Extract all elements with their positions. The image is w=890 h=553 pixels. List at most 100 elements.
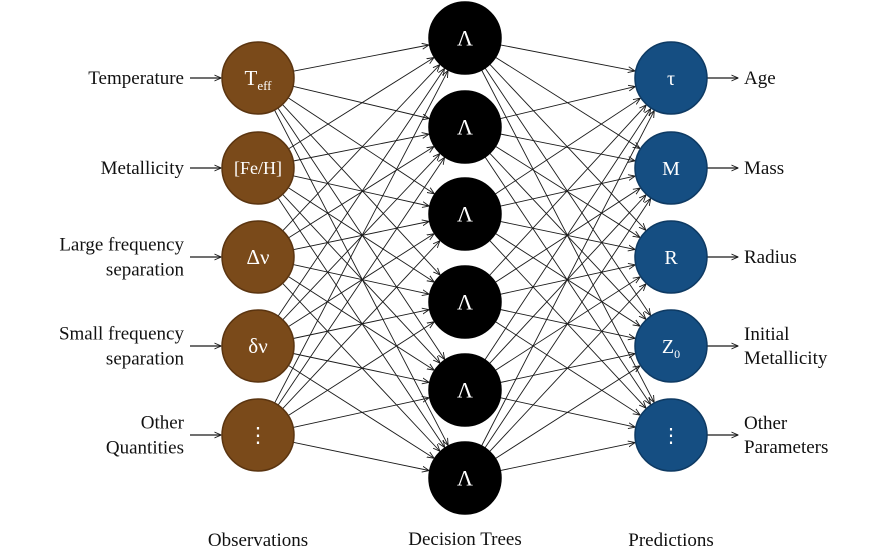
- edge-obs-to-tree-2-5: [282, 282, 440, 451]
- edge-obs-to-tree-0-2: [287, 97, 434, 194]
- observation-node-5-symbol: ⋮: [248, 423, 269, 447]
- edge-obs-to-tree-3-0: [277, 69, 444, 317]
- edge-obs-to-tree-1-0: [288, 58, 434, 150]
- edge-obs-to-tree-1-5: [277, 197, 445, 447]
- decision-tree-node-4-circle: [428, 265, 502, 339]
- observation-label-small-frequency: Small frequency: [59, 324, 185, 345]
- decision-tree-node-3-circle: [428, 177, 502, 251]
- edge-tree-to-pred-1-1: [500, 133, 634, 161]
- prediction-node-2-circle: [634, 131, 708, 205]
- edge-obs-to-tree-3-5: [288, 365, 433, 458]
- column-titles: Observations Decision Trees Predictions: [208, 529, 714, 551]
- edge-obs-to-tree-4-2: [282, 241, 440, 410]
- observation-label-large-frequency: Large frequency: [59, 235, 184, 256]
- edge-tree-to-pred-0-0: [500, 44, 634, 71]
- prediction-label-age: Age: [744, 68, 776, 89]
- observation-label-separation: separation: [106, 260, 185, 281]
- decision-tree-node-4: Λ: [428, 265, 502, 339]
- edge-tree-to-pred-3-0: [489, 105, 646, 276]
- observation-label-separation: separation: [106, 349, 185, 370]
- observation-node-5: ⋮: [221, 398, 295, 472]
- decision-tree-node-2-symbol: Λ: [457, 114, 473, 139]
- observation-node-2: [Fe/H]: [221, 131, 295, 205]
- edge-obs-to-tree-2-2: [293, 222, 429, 251]
- prediction-label-radius: Radius: [744, 247, 797, 268]
- edge-obs-to-tree-0-3: [282, 104, 440, 274]
- observation-label-metallicity: Metallicity: [101, 158, 185, 179]
- nodes: Teff [Fe/H] Δν δν ⋮ Λ Λ Λ Λ Λ Λτ M R Z0 ⋮: [221, 1, 708, 515]
- input-output-arrows: [190, 78, 738, 435]
- edge-obs-to-tree-3-2: [288, 234, 433, 327]
- prediction-node-5: ⋮: [634, 398, 708, 472]
- observation-node-2-symbol: [Fe/H]: [234, 158, 282, 178]
- prediction-node-2-symbol: M: [662, 158, 680, 180]
- edge-obs-to-tree-0-1: [292, 85, 429, 118]
- prediction-node-4: Z0: [634, 309, 708, 383]
- labels: Temperature Metallicity Large frequency sep…: [59, 68, 828, 459]
- observation-node-4: δν: [221, 309, 295, 383]
- edge-tree-to-pred-5-1: [484, 199, 651, 449]
- observation-node-3: Δν: [221, 220, 295, 294]
- edge-obs-to-tree-4-0: [274, 71, 448, 404]
- edge-tree-to-pred-2-0: [494, 98, 640, 195]
- edge-tree-to-pred-1-2: [495, 145, 639, 237]
- prediction-label-metallicity: Metallicity: [744, 348, 828, 369]
- prediction-node-5-circle: [634, 398, 708, 472]
- edge-tree-to-pred-5-3: [495, 366, 640, 459]
- edge-obs-to-tree-4-5: [293, 441, 429, 470]
- decision-tree-node-1-symbol: Λ: [457, 25, 473, 50]
- prediction-label-mass: Mass: [744, 158, 784, 179]
- decision-tree-node-1: Λ: [428, 1, 502, 75]
- observation-node-1: Teff: [221, 41, 295, 115]
- edge-tree-to-pred-1-3: [489, 152, 646, 319]
- decision-tree-node-6-symbol: Λ: [457, 465, 473, 490]
- observation-node-4-symbol: δν: [248, 334, 267, 358]
- edge-obs-to-tree-1-2: [293, 175, 429, 206]
- edge-obs-to-tree-0-5: [274, 109, 449, 445]
- decision-tree-node-5-symbol: Λ: [457, 377, 473, 402]
- prediction-label-other: Other: [744, 413, 788, 434]
- edge-obs-to-tree-4-4: [293, 398, 429, 428]
- decision-tree-node-2: Λ: [428, 90, 502, 164]
- edge-obs-to-tree-2-3: [293, 264, 429, 295]
- edge-obs-to-tree-0-0: [293, 45, 428, 72]
- edge-obs-to-tree-2-0: [282, 65, 440, 232]
- prediction-node-3-circle: [634, 220, 708, 294]
- decision-tree-node-6: Λ: [428, 441, 502, 515]
- observation-node-4-circle: [221, 309, 295, 383]
- edge-obs-to-tree-2-4: [288, 276, 434, 371]
- observation-node-3-circle: [221, 220, 295, 294]
- edge-obs-to-tree-3-3: [293, 310, 429, 339]
- prediction-label-parameters: Parameters: [744, 437, 828, 458]
- decision-tree-node-5: Λ: [428, 353, 502, 427]
- observations-column-title: Observations: [208, 530, 308, 551]
- observation-label-temperature: Temperature: [88, 68, 184, 89]
- decision-tree-node-6-circle: [428, 441, 502, 515]
- decision-tree-node-2-circle: [428, 90, 502, 164]
- decision-tree-node-5-circle: [428, 353, 502, 427]
- edge-obs-to-tree-4-1: [277, 158, 444, 406]
- prediction-node-1-circle: [634, 41, 708, 115]
- observation-node-3-symbol: Δν: [247, 245, 270, 269]
- edge-obs-to-tree-0-4: [277, 107, 445, 359]
- edge-obs-to-tree-3-4: [293, 353, 429, 383]
- prediction-node-4-symbol: Z0: [662, 336, 680, 361]
- edge-tree-to-pred-4-0: [484, 109, 651, 361]
- prediction-node-3: R: [634, 220, 708, 294]
- prediction-node-1-symbol: τ: [667, 68, 675, 90]
- decision-tree-node-3: Λ: [428, 177, 502, 251]
- edge-obs-to-tree-1-4: [282, 193, 440, 363]
- edge-tree-to-pred-5-0: [481, 111, 655, 447]
- prediction-node-1: τ: [634, 41, 708, 115]
- connection-edges: [274, 44, 655, 471]
- prediction-node-4-circle: [634, 309, 708, 383]
- prediction-node-3-symbol: R: [664, 247, 678, 269]
- decision-tree-node-1-circle: [428, 1, 502, 75]
- observation-label-quantities: Quantities: [106, 438, 184, 459]
- edge-tree-to-pred-5-2: [489, 284, 646, 453]
- edge-obs-to-tree-4-3: [288, 322, 434, 416]
- edge-tree-to-pred-1-4: [484, 156, 650, 404]
- observation-node-1-circle: [221, 41, 295, 115]
- decision-tree-node-4-symbol: Λ: [457, 289, 473, 314]
